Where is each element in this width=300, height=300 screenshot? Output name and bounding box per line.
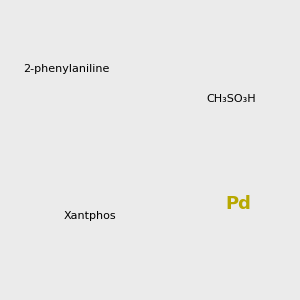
Text: Pd: Pd [226, 195, 251, 213]
Text: 2-phenylaniline: 2-phenylaniline [23, 64, 109, 74]
Text: CH₃SO₃H: CH₃SO₃H [206, 94, 256, 104]
Text: Xantphos: Xantphos [64, 211, 116, 221]
